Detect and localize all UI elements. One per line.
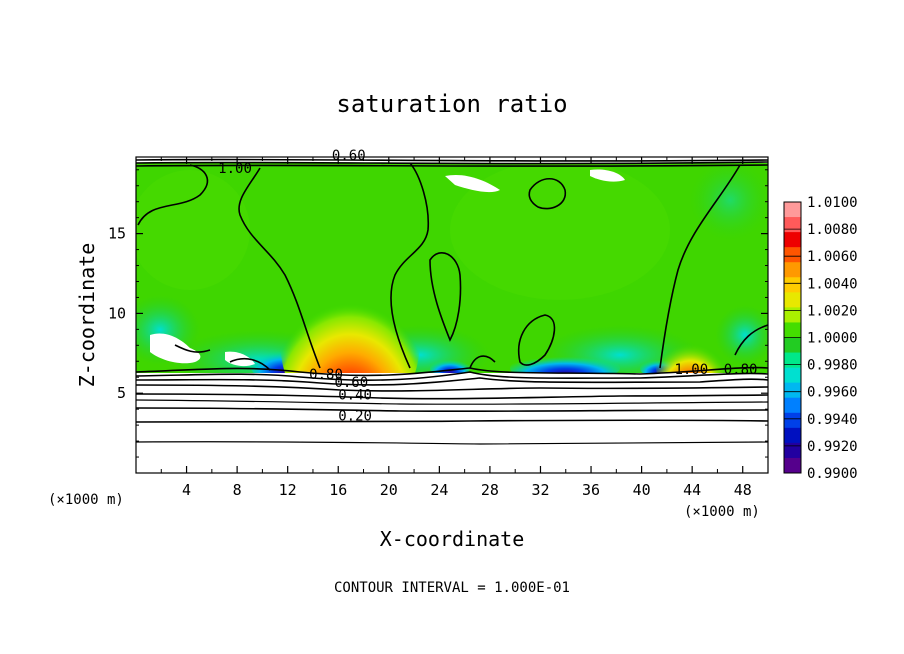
colorbar-segment [784,352,801,369]
colorbar-segment [784,322,801,338]
colorbar-segment [784,367,801,384]
plot-frame [135,156,769,474]
colorbar-segment [784,397,801,414]
x-tick-label: 12 [279,481,297,499]
contour-interval-note: CONTOUR INTERVAL = 1.000E-01 [334,580,570,596]
x-tick-label: 48 [734,481,752,499]
colorbar: 1.0100 1.0080 1.0060 1.0040 1.0020 1.0000 0.99… [783,195,858,482]
colorbar-label: 1.0000 [807,331,858,347]
x-tick-label: 16 [329,481,347,499]
x-tick-label: 20 [380,481,398,499]
x-tick-label: 40 [633,481,651,499]
x-tick-label: 28 [481,481,499,499]
colorbar-segment [784,277,801,293]
colorbar-segment [784,247,801,263]
y-tick-label: 10 [108,304,126,322]
colorbar-segment [784,442,801,459]
contour-label: 0.60 [332,148,366,164]
y-tick-label: 15 [108,225,126,243]
x-tick-label: 24 [430,481,448,499]
colorbar-label: 0.9920 [807,439,858,455]
contour-label: 0.40 [338,388,372,404]
contour-label: 0.20 [338,408,372,424]
colorbar-segment [784,337,801,354]
x-axis-title: X-coordinate [380,527,525,551]
x-unit-note-right: (×1000 m) [684,504,760,520]
x-tick-label: 36 [582,481,600,499]
y-axis-ticks: 5 10 15 [108,169,768,458]
colorbar-label: 1.0080 [807,222,858,238]
colorbar-label: 0.9940 [807,412,858,428]
contour-lines [136,158,768,445]
colorbar-segment [784,427,801,444]
colorbar-segment [784,382,801,399]
plot-field [136,157,768,473]
colorbar-segment [784,217,801,233]
x-unit-note-left: (×1000 m) [48,492,124,508]
x-tick-label: 4 [182,481,191,499]
contour-label: 1.00 [218,161,252,177]
colorbar-segment [784,202,801,218]
contour-labels: 1.000.600.800.600.400.201.00 0.80 [218,148,758,424]
colorbar-segment [784,262,801,278]
contour-label: 0.80 [724,362,758,378]
y-tick-label: 5 [117,384,126,402]
x-tick-label: 32 [531,481,549,499]
x-tick-label: 44 [683,481,701,499]
colorbar-segment [784,457,801,474]
x-axis-ticks: 4 8 12 16 20 24 28 32 36 40 44 48 [160,157,752,499]
colorbar-label: 1.0020 [807,303,858,319]
colorbar-segment [784,292,801,308]
chart-title: saturation ratio [336,90,567,118]
colorbar-segment [784,232,801,248]
colorbar-segment [784,412,801,429]
colorbar-label: 1.0060 [807,249,858,265]
contour-label: 0.60 [334,375,368,391]
colorbar-label: 1.0040 [807,276,858,292]
contour-label: 0.80 [309,367,343,383]
x-tick-label: 8 [233,481,242,499]
colorbar-segment [784,307,801,323]
colorbar-label: 0.9960 [807,385,858,401]
colorbar-label: 1.0100 [807,195,858,211]
colorbar-label: 0.9980 [807,358,858,374]
contour-label: 1.00 [674,362,708,378]
colorbar-label: 0.9900 [807,466,858,482]
y-axis-title: Z-coordinate [75,243,99,388]
